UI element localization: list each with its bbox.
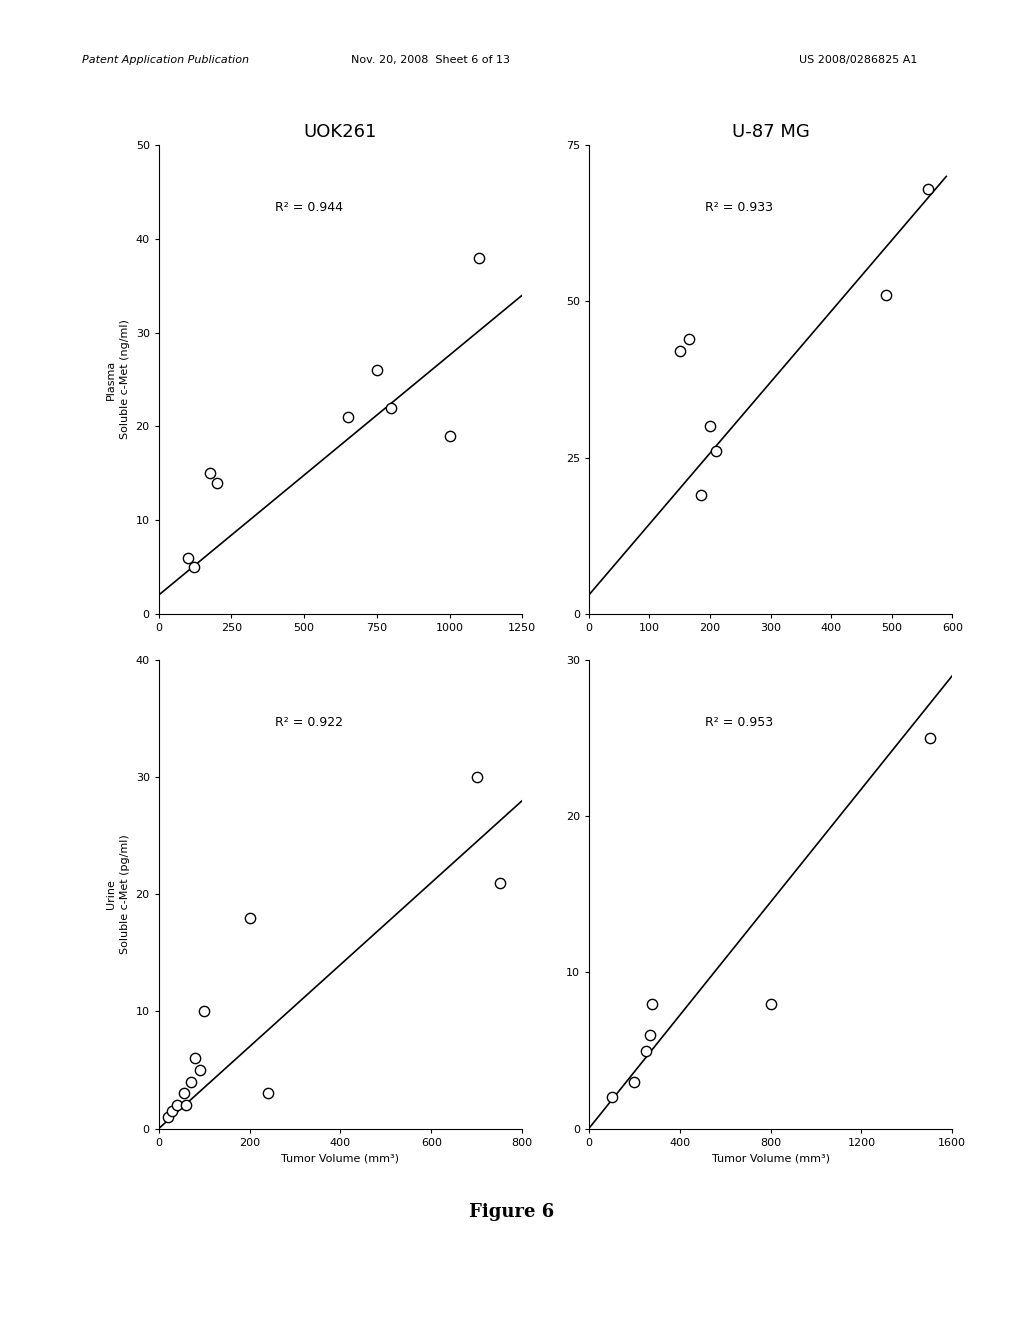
Title: U-87 MG: U-87 MG	[732, 123, 809, 141]
Point	[260, 1082, 276, 1104]
Point	[920, 178, 936, 199]
Y-axis label: Plasma
Soluble c-Met (ng/ml): Plasma Soluble c-Met (ng/ml)	[106, 319, 130, 440]
Y-axis label: Urine
Soluble c-Met (pg/ml): Urine Soluble c-Met (pg/ml)	[106, 834, 130, 954]
Point	[340, 407, 356, 428]
Point	[175, 1082, 191, 1104]
Point	[642, 1024, 658, 1045]
Point	[179, 546, 196, 568]
Text: R² = 0.953: R² = 0.953	[706, 717, 773, 729]
Point	[603, 1086, 620, 1107]
Text: R² = 0.944: R² = 0.944	[275, 202, 343, 214]
Point	[637, 1040, 653, 1061]
Text: Nov. 20, 2008  Sheet 6 of 13: Nov. 20, 2008 Sheet 6 of 13	[350, 55, 510, 66]
Point	[492, 873, 508, 894]
Point	[186, 1048, 203, 1069]
Point	[762, 993, 778, 1014]
Point	[196, 1001, 212, 1022]
Point	[469, 767, 485, 788]
Point	[160, 1106, 176, 1127]
Text: R² = 0.922: R² = 0.922	[275, 717, 343, 729]
Point	[644, 993, 660, 1014]
Point	[878, 285, 894, 306]
Point	[191, 1060, 208, 1081]
Point	[626, 1072, 642, 1093]
Text: R² = 0.933: R² = 0.933	[706, 202, 773, 214]
Point	[169, 1094, 185, 1115]
Point	[681, 329, 697, 350]
Text: US 2008/0286825 A1: US 2008/0286825 A1	[799, 55, 918, 66]
Point	[692, 484, 709, 506]
Point	[164, 1101, 180, 1122]
Point	[922, 727, 938, 748]
Point	[242, 907, 258, 928]
Point	[178, 1094, 195, 1115]
Point	[470, 247, 486, 268]
Point	[209, 473, 225, 494]
Text: Figure 6: Figure 6	[469, 1203, 555, 1221]
X-axis label: Tumor Volume (mm³): Tumor Volume (mm³)	[712, 1154, 829, 1163]
Point	[369, 359, 385, 380]
Point	[202, 463, 218, 484]
Point	[182, 1072, 199, 1093]
Point	[185, 557, 202, 578]
Point	[672, 341, 688, 362]
Point	[383, 397, 399, 418]
Point	[701, 416, 718, 437]
Title: UOK261: UOK261	[304, 123, 377, 141]
Point	[708, 441, 724, 462]
Text: Patent Application Publication: Patent Application Publication	[82, 55, 249, 66]
Point	[441, 425, 458, 446]
X-axis label: Tumor Volume (mm³): Tumor Volume (mm³)	[282, 1154, 399, 1163]
